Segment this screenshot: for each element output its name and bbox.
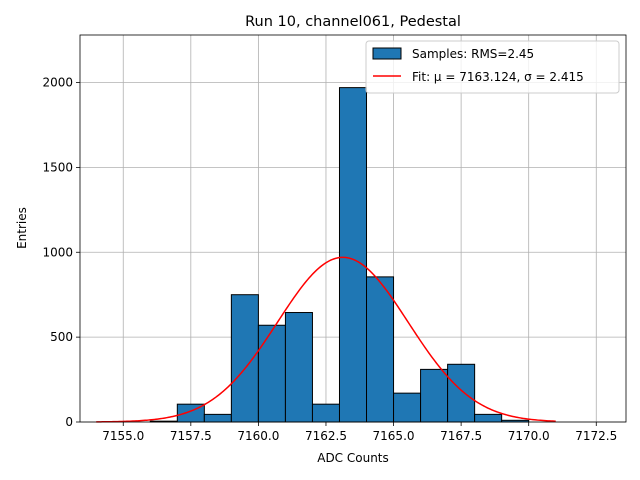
histogram-bar [311,403,340,423]
histogram-bar [366,276,395,423]
x-tick-label: 7155.0 [102,429,144,443]
histogram-bar [257,324,286,423]
histogram-bar [474,413,503,423]
legend: Samples: RMS=2.45 Fit: μ = 7163.124, σ =… [365,40,620,94]
y-tick-label: 1500 [42,160,73,174]
x-tick-label: 7160.0 [237,429,279,443]
histogram-bar [447,363,476,423]
fit-curve [96,256,556,423]
y-tick-label: 500 [50,330,73,344]
histogram-bar [420,368,449,423]
y-tick-label: 0 [65,415,73,429]
plot-frame [79,34,627,423]
x-tick-label: 7167.5 [440,429,482,443]
legend-swatch-samples [372,47,402,60]
legend-label-fit: Fit: μ = 7163.124, σ = 2.415 [412,70,584,84]
x-axis-ticks: 7155.0 7157.5 7160.0 7162.5 7165.0 7167.5 7170… [102,422,617,443]
histogram-bar [230,294,259,423]
y-axis-ticks: 0 500 1000 1500 2000 [42,76,80,429]
x-tick-label: 7170.0 [508,429,550,443]
x-tick-label: 7162.5 [305,429,347,443]
fit-curve-layer [96,256,556,423]
x-tick-label: 7172.5 [575,429,617,443]
x-axis-label: ADC Counts [317,451,389,465]
x-tick-label: 7157.5 [170,429,212,443]
histogram-bar [393,392,422,423]
legend-box [365,40,620,94]
y-tick-label: 1000 [42,245,73,259]
y-tick-label: 2000 [42,76,73,90]
histogram-bar [338,87,368,423]
y-axis-label: Entries [15,207,29,249]
chart-title: Run 10, channel061, Pedestal [245,14,461,30]
histogram-bar [284,312,313,423]
histogram-bars [149,87,530,423]
histogram-bar [203,413,232,423]
x-tick-label: 7165.0 [373,429,415,443]
legend-label-samples: Samples: RMS=2.45 [412,47,534,61]
